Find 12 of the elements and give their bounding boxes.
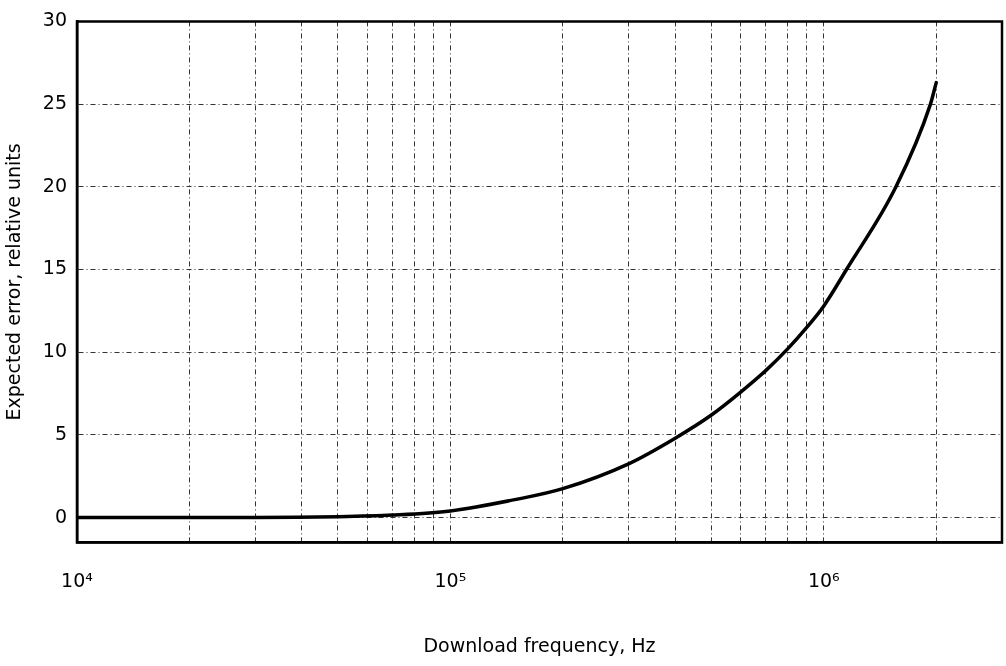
y-tick-label: 10 bbox=[42, 339, 67, 362]
y-tick-label: 5 bbox=[54, 421, 67, 444]
y-axis-title: Expected error, relative units bbox=[2, 143, 25, 421]
x-tick-label: 10⁶ bbox=[807, 568, 840, 591]
y-tick-label: 15 bbox=[42, 256, 67, 279]
y-tick-label: 0 bbox=[54, 504, 67, 527]
y-tick-label: 20 bbox=[42, 173, 67, 196]
x-tick-label: 10⁴ bbox=[61, 568, 94, 591]
x-axis-title: Download frequency, Hz bbox=[423, 633, 656, 656]
y-tick-label: 25 bbox=[42, 91, 67, 114]
x-tick-label: 10⁵ bbox=[434, 568, 467, 591]
y-tick-label: 30 bbox=[42, 8, 67, 31]
